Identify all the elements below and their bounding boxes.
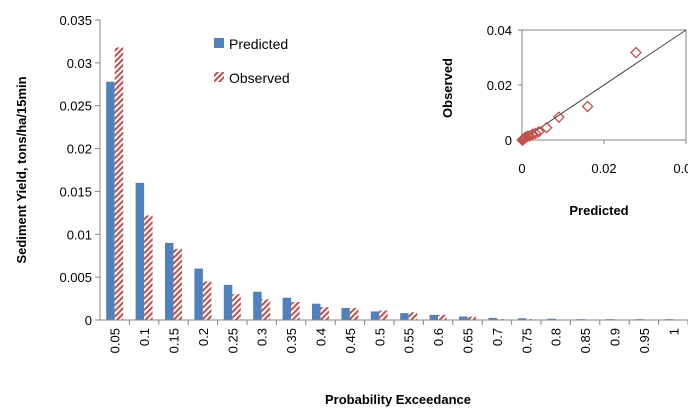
x-tick-label: 0.3 xyxy=(255,328,270,346)
scatter-point xyxy=(532,125,545,138)
legend: Predicted Observed xyxy=(214,36,290,86)
scatter-point xyxy=(540,121,553,134)
x-tick-label: 0.6 xyxy=(431,328,446,346)
scatter-point xyxy=(630,46,642,59)
x-tick-label: 0.9 xyxy=(608,328,623,346)
main-axes: 0 0.005 0.01 0.015 0.02 0.025 0.03 0.035 0.05 0.1… xyxy=(59,13,688,353)
bar-predicted xyxy=(488,317,497,320)
y-tick-label: 0.025 xyxy=(59,99,92,114)
x-tick-label: 0.45 xyxy=(343,328,358,353)
inset-axes: 0 0.02 0.04 0 0.02 0.04 xyxy=(487,23,688,176)
bar-predicted xyxy=(135,182,145,320)
x-tick-label: 0.4 xyxy=(314,328,329,346)
bar-observed xyxy=(408,312,418,320)
x-axis-title: Probability Exceedance xyxy=(325,392,471,407)
bar-observed xyxy=(144,215,153,320)
one-to-one-line xyxy=(521,29,687,141)
bar-predicted xyxy=(194,268,203,320)
bar-observed xyxy=(114,47,124,321)
bar-predicted xyxy=(400,313,409,320)
bar-predicted xyxy=(429,314,439,320)
bar-observed xyxy=(379,310,388,320)
x-tick-label: 0.85 xyxy=(578,328,593,353)
y-tick-label: 0.01 xyxy=(67,227,92,242)
x-tick-label: 0.15 xyxy=(167,328,182,353)
x-tick-label: 0.7 xyxy=(490,328,505,346)
inset-y-axis-title: Observed xyxy=(440,58,455,118)
main-bars xyxy=(106,47,674,321)
bar-predicted xyxy=(370,311,380,320)
bar-observed xyxy=(232,294,241,320)
inset-one-to-one-line xyxy=(521,29,687,141)
x-tick-label: 0.95 xyxy=(637,328,652,353)
x-tick-label: 0.5 xyxy=(372,328,387,346)
inset-x-tick-label: 0.02 xyxy=(591,161,616,176)
bar-observed xyxy=(438,314,447,320)
bar-observed xyxy=(467,316,476,320)
x-tick-label: 0.75 xyxy=(519,328,534,353)
bar-predicted xyxy=(253,291,262,320)
inset-x-tick-label: 0.04 xyxy=(673,161,688,176)
y-tick-label: 0 xyxy=(85,313,92,328)
y-tick-label: 0.015 xyxy=(59,184,92,199)
legend-label-observed: Observed xyxy=(229,70,290,86)
x-tick-label: 0.2 xyxy=(196,328,211,346)
bar-observed xyxy=(202,281,212,320)
bar-predicted xyxy=(223,284,233,320)
y-tick-label: 0.005 xyxy=(59,270,92,285)
x-tick-label: 0.25 xyxy=(225,328,240,353)
inset-y-tick-label: 0.02 xyxy=(487,78,512,93)
inset-y-tick-label: 0 xyxy=(505,133,512,148)
scatter-point xyxy=(529,127,542,140)
legend-swatch-observed xyxy=(214,72,224,82)
bar-predicted xyxy=(517,318,527,320)
inset-points xyxy=(516,46,642,146)
x-tick-label: 0.65 xyxy=(461,328,476,353)
bar-predicted xyxy=(459,316,468,320)
bar-predicted xyxy=(312,303,321,320)
bar-observed xyxy=(320,307,329,320)
x-tick-label: 0.35 xyxy=(284,328,299,353)
bar-observed xyxy=(173,248,182,320)
scatter-point xyxy=(516,134,529,146)
x-tick-label: 0.8 xyxy=(549,328,564,346)
bar-observed xyxy=(349,308,359,320)
bar-observed xyxy=(291,302,300,320)
bar-predicted xyxy=(106,81,115,320)
scatter-point xyxy=(581,100,594,113)
inset-x-tick-label: 0 xyxy=(518,161,525,176)
bar-predicted xyxy=(547,318,556,320)
bar-predicted xyxy=(165,242,174,320)
y-axis-title: Sediment Yield, tons/ha/15min xyxy=(14,76,29,263)
y-tick-label: 0.03 xyxy=(67,56,92,71)
y-tick-label: 0.035 xyxy=(59,13,92,28)
x-tick-label: 1 xyxy=(666,328,681,335)
y-tick-label: 0.02 xyxy=(67,142,92,157)
legend-label-predicted: Predicted xyxy=(229,36,288,52)
bar-predicted xyxy=(282,297,292,320)
inset-scatter-plot: 0 0.02 0.04 0 0.02 0.04 Predicted Observed xyxy=(440,23,688,218)
bar-predicted xyxy=(341,308,350,320)
bar-observed xyxy=(261,299,271,320)
x-tick-label: 0.1 xyxy=(137,328,152,346)
legend-swatch-predicted xyxy=(214,38,224,48)
inset-y-tick-label: 0.04 xyxy=(487,23,512,38)
x-tick-label: 0.05 xyxy=(108,328,123,353)
inset-x-axis-title: Predicted xyxy=(569,203,628,218)
scatter-point xyxy=(552,111,565,124)
x-tick-label: 0.55 xyxy=(402,328,417,353)
